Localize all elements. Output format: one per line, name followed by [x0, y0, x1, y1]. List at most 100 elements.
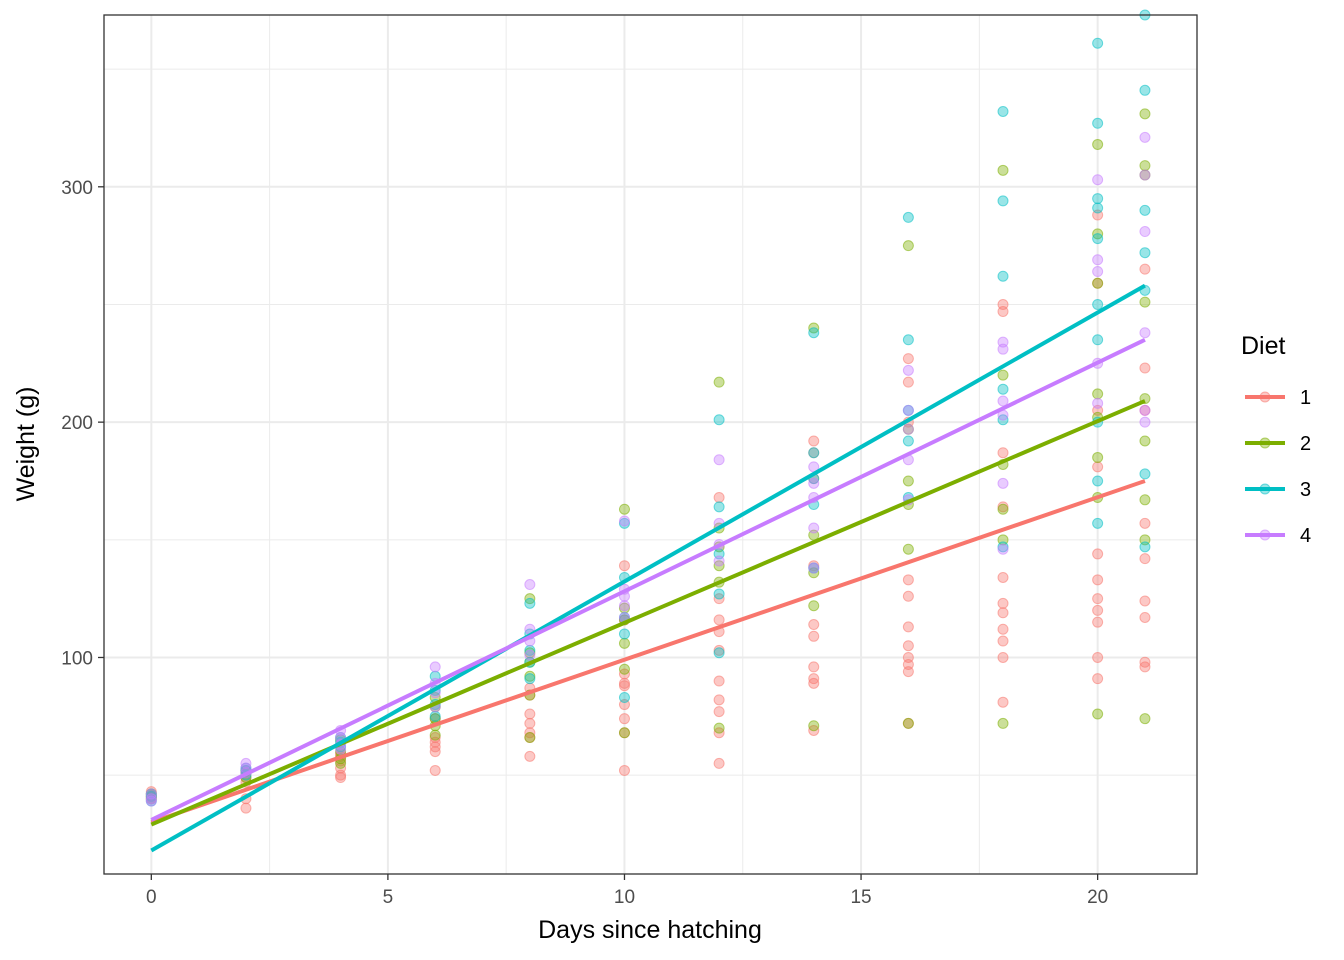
fit-line-diet-2: [150, 399, 1146, 827]
data-point-diet-2: [1139, 160, 1151, 172]
data-point-diet-1: [808, 435, 820, 447]
data-point-diet-3: [1092, 37, 1104, 49]
data-point-diet-4: [902, 423, 914, 435]
data-point-diet-1: [1139, 661, 1151, 673]
data-point-diet-3: [997, 270, 1009, 282]
data-point-diet-2: [1139, 435, 1151, 447]
data-point-diet-3: [618, 628, 630, 640]
data-point-diet-2: [808, 720, 820, 732]
fit-line-diet-4: [150, 337, 1146, 822]
data-point-diet-1: [713, 757, 725, 769]
data-point-diet-3: [713, 588, 725, 600]
y-axis: 100 200 300: [61, 178, 104, 669]
data-points: [145, 9, 1151, 814]
data-point-diet-2: [618, 663, 630, 675]
data-point-diet-3: [1139, 541, 1151, 553]
x-axis-title: Days since hatching: [538, 916, 762, 944]
legend: Diet 1 2 3 4: [1241, 332, 1311, 547]
data-point-diet-1: [997, 651, 1009, 663]
data-point-diet-1: [429, 764, 441, 776]
data-point-diet-4: [1092, 397, 1104, 409]
plot-border: [103, 14, 1198, 875]
data-point-diet-1: [713, 694, 725, 706]
data-point-diet-1: [997, 571, 1009, 583]
plot-background: [104, 15, 1197, 874]
data-point-diet-2: [618, 727, 630, 739]
data-point-diet-3: [1092, 233, 1104, 245]
legend-swatch-point: [1259, 437, 1271, 449]
data-point-diet-2: [1092, 388, 1104, 400]
data-point-diet-3: [524, 597, 536, 609]
data-point-diet-1: [808, 619, 820, 631]
data-point-diet-4: [145, 795, 157, 807]
x-tick-label: 10: [614, 887, 635, 908]
data-point-diet-4: [524, 649, 536, 661]
legend-label: 4: [1300, 525, 1311, 547]
data-point-diet-1: [429, 746, 441, 758]
data-point-diet-1: [808, 661, 820, 673]
data-point-diet-1: [808, 630, 820, 642]
data-point-diet-2: [997, 717, 1009, 729]
data-point-diet-2: [713, 376, 725, 388]
x-axis: 0 5 10 15 20: [146, 874, 1108, 908]
data-point-diet-2: [902, 475, 914, 487]
data-point-diet-1: [997, 696, 1009, 708]
data-point-diet-1: [902, 666, 914, 678]
data-point-diet-4: [429, 661, 441, 673]
data-point-diet-3: [997, 195, 1009, 207]
data-point-diet-4: [1092, 254, 1104, 266]
data-point-diet-4: [902, 364, 914, 376]
legend-item-1: 1: [1245, 387, 1311, 409]
data-point-diet-3: [713, 501, 725, 513]
data-point-diet-4: [997, 336, 1009, 348]
data-point-diet-3: [713, 647, 725, 659]
data-point-diet-4: [524, 579, 536, 591]
data-point-diet-1: [524, 708, 536, 720]
data-point-diet-2: [808, 600, 820, 612]
data-point-diet-4: [1139, 226, 1151, 238]
data-point-diet-3: [1139, 204, 1151, 216]
data-point-diet-1: [997, 623, 1009, 635]
data-point-diet-2: [1092, 138, 1104, 150]
data-point-diet-4: [902, 404, 914, 416]
data-point-diet-1: [902, 574, 914, 586]
y-axis-title: Weight (g): [12, 387, 40, 502]
legend-item-3: 3: [1245, 479, 1311, 501]
data-point-diet-3: [997, 383, 1009, 395]
legend-label: 1: [1300, 387, 1311, 409]
data-point-diet-2: [997, 369, 1009, 381]
data-point-diet-1: [1139, 362, 1151, 374]
data-point-diet-3: [1139, 84, 1151, 96]
data-point-diet-4: [618, 515, 630, 527]
x-tick-label: 0: [146, 887, 157, 908]
data-point-diet-2: [1139, 713, 1151, 725]
data-point-diet-1: [902, 376, 914, 388]
data-point-diet-1: [618, 713, 630, 725]
data-point-diet-1: [997, 306, 1009, 318]
data-point-diet-4: [1139, 131, 1151, 143]
data-point-diet-2: [618, 503, 630, 515]
data-point-diet-4: [1139, 327, 1151, 339]
data-point-diet-1: [713, 706, 725, 718]
data-point-diet-3: [1139, 247, 1151, 259]
data-point-diet-3: [713, 414, 725, 426]
data-point-diet-4: [1139, 169, 1151, 181]
data-point-diet-4: [713, 555, 725, 567]
data-point-diet-1: [1139, 595, 1151, 607]
data-point-diet-4: [240, 757, 252, 769]
data-point-diet-1: [1092, 673, 1104, 685]
data-point-diet-1: [902, 353, 914, 365]
data-point-diet-1: [808, 677, 820, 689]
fit-lines: [150, 283, 1146, 853]
data-point-diet-1: [713, 675, 725, 687]
data-point-diet-3: [902, 334, 914, 346]
data-point-diet-4: [1092, 174, 1104, 186]
data-point-diet-1: [1092, 548, 1104, 560]
x-tick-label: 15: [850, 887, 871, 908]
data-point-diet-1: [1092, 651, 1104, 663]
y-tick-label: 200: [61, 413, 93, 434]
data-point-diet-4: [618, 600, 630, 612]
data-point-diet-2: [902, 543, 914, 555]
legend-swatch-point: [1259, 529, 1271, 541]
